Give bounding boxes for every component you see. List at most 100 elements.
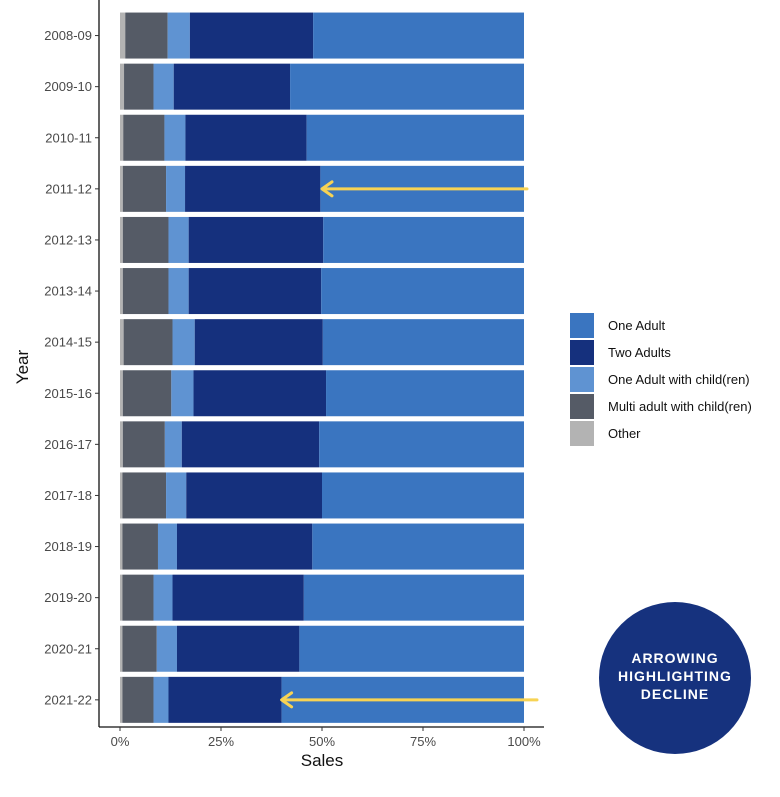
bar-2019-20-one-adult-with-child-ren- [153, 574, 173, 621]
bar-2019-20-two-adults [172, 574, 304, 621]
badge-circle [599, 602, 751, 754]
bar-2018-19-two-adults [176, 523, 313, 570]
bar-2017-18-multi-adult-with-child-ren- [122, 472, 167, 519]
bar-2009-10-multi-adult-with-child-ren- [124, 63, 154, 110]
arrow-2011-12 [320, 180, 529, 198]
x-axis: 0% 25% 50% 75% 100% [99, 726, 544, 749]
bar-2013-14-other [120, 268, 123, 315]
bar-2020-21-other [120, 625, 123, 672]
y-tick-label-2011-12: 2011-12 [45, 181, 92, 196]
bar-2016-17-other [120, 421, 123, 468]
bar-2016-17-multi-adult-with-child-ren- [122, 421, 165, 468]
bar-2018-19-one-adult-with-child-ren- [157, 523, 177, 570]
bar-2014-15-two-adults [194, 319, 323, 366]
x-tick-label-4: 100% [507, 734, 541, 749]
y-tick-label-2012-13: 2012-13 [44, 232, 92, 247]
bar-2013-14-two-adults [188, 268, 322, 315]
arrow-head-2011-12 [320, 180, 334, 198]
bar-2018-19-other [120, 523, 123, 570]
bar-2010-11-other [120, 114, 124, 161]
bar-2008-09-two-adults [189, 12, 314, 59]
legend-swatch-two-adults [570, 340, 594, 365]
x-axis-title: Sales [301, 751, 344, 770]
bar-2014-15-multi-adult-with-child-ren- [123, 319, 173, 366]
y-tick-label-2018-19: 2018-19 [44, 539, 92, 554]
arrow-2021-22 [280, 691, 539, 709]
bar-2019-20-multi-adult-with-child-ren- [122, 574, 154, 621]
bar-2011-12-one-adult-with-child-ren- [166, 165, 186, 212]
bar-2010-11-two-adults [185, 114, 307, 161]
bar-2021-22-one-adult-with-child-ren- [153, 676, 169, 723]
y-tick-label-2013-14: 2013-14 [44, 284, 92, 299]
bar-2008-09-multi-adult-with-child-ren- [125, 12, 168, 59]
y-tick-label-2021-22: 2021-22 [44, 692, 92, 707]
badge-line-1: ARROWING [631, 650, 718, 666]
bar-2021-22-other [120, 676, 123, 723]
bar-2009-10-two-adults [173, 63, 291, 110]
bar-2008-09-other [120, 12, 126, 59]
bar-2015-16-one-adult [326, 370, 524, 417]
x-tick-label-3: 75% [410, 734, 436, 749]
bar-2015-16-multi-adult-with-child-ren- [122, 370, 172, 417]
bar-2016-17-one-adult-with-child-ren- [164, 421, 182, 468]
bar-2009-10-other [120, 63, 125, 110]
bar-2009-10-one-adult-with-child-ren- [153, 63, 174, 110]
legend-label-other: Other [608, 426, 641, 441]
bars-group [120, 12, 524, 723]
bar-2012-13-one-adult-with-child-ren- [168, 216, 189, 263]
bar-2009-10-one-adult [290, 63, 524, 110]
bar-2012-13-multi-adult-with-child-ren- [122, 216, 169, 263]
bar-2020-21-two-adults [176, 625, 300, 672]
legend-label-two-adults: Two Adults [608, 345, 671, 360]
legend-label-multi-adult-with-child-ren-: Multi adult with child(ren) [608, 399, 752, 414]
legend-swatch-other [570, 421, 594, 446]
legend-swatch-multi-adult-with-child-ren- [570, 394, 594, 419]
bar-2020-21-one-adult-with-child-ren- [156, 625, 177, 672]
y-tick-label-2020-21: 2020-21 [44, 641, 92, 656]
bar-2010-11-one-adult-with-child-ren- [164, 114, 186, 161]
legend-label-one-adult: One Adult [608, 318, 665, 333]
bar-2020-21-multi-adult-with-child-ren- [122, 625, 157, 672]
legend-swatch-one-adult [570, 313, 594, 338]
bar-2016-17-one-adult [319, 421, 524, 468]
bar-2012-13-other [120, 216, 123, 263]
y-tick-label-2019-20: 2019-20 [44, 590, 92, 605]
bar-2013-14-one-adult [321, 268, 524, 315]
x-tick-label-1: 25% [208, 734, 234, 749]
bar-2018-19-multi-adult-with-child-ren- [122, 523, 158, 570]
legend-label-one-adult-with-child-ren-: One Adult with child(ren) [608, 372, 750, 387]
bar-2008-09-one-adult [313, 12, 524, 59]
bar-2012-13-one-adult [323, 216, 524, 263]
y-tick-label-2008-09: 2008-09 [44, 28, 92, 43]
bar-2019-20-one-adult [303, 574, 524, 621]
bar-2013-14-one-adult-with-child-ren- [168, 268, 189, 315]
bar-2010-11-multi-adult-with-child-ren- [123, 114, 165, 161]
bar-2012-13-two-adults [188, 216, 324, 263]
bar-2008-09-one-adult-with-child-ren- [167, 12, 190, 59]
bar-2011-12-multi-adult-with-child-ren- [122, 165, 167, 212]
bar-2011-12-other [120, 165, 123, 212]
bar-2016-17-two-adults [181, 421, 320, 468]
bar-2021-22-multi-adult-with-child-ren- [122, 676, 154, 723]
bar-2011-12-two-adults [185, 165, 321, 212]
y-tick-label-2017-18: 2017-18 [44, 488, 92, 503]
bar-2020-21-one-adult [299, 625, 524, 672]
bar-2013-14-multi-adult-with-child-ren- [122, 268, 169, 315]
bar-2014-15-one-adult [322, 319, 524, 366]
bar-2015-16-one-adult-with-child-ren- [171, 370, 194, 417]
bar-2017-18-other [120, 472, 123, 519]
bar-2014-15-other [120, 319, 124, 366]
y-axis: 2008-09 2009-10 2010-11 2011-12 2012-13 2013-… [44, 0, 100, 727]
y-tick-label-2010-11: 2010-11 [45, 130, 92, 145]
badge-line-2: HIGHLIGHTING [618, 668, 732, 684]
bar-2014-15-one-adult-with-child-ren- [172, 319, 195, 366]
bar-2010-11-one-adult [306, 114, 524, 161]
bar-2015-16-other [120, 370, 123, 417]
badge-line-3: DECLINE [641, 686, 709, 702]
y-axis-title: Year [13, 349, 32, 384]
legend: One Adult Two Adults One Adult with child(… [570, 313, 752, 446]
annotation-arrows [280, 180, 539, 709]
bar-2021-22-two-adults [168, 676, 282, 723]
bar-2017-18-one-adult-with-child-ren- [166, 472, 187, 519]
